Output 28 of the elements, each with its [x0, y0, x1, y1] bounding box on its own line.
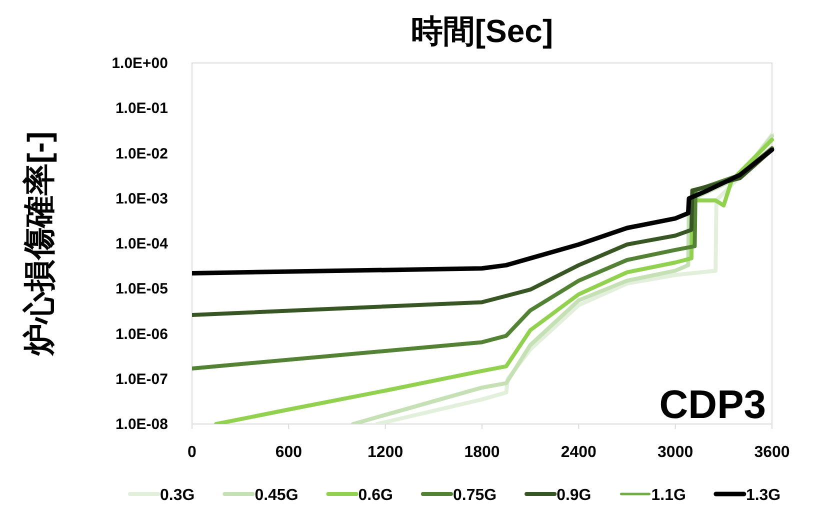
- y-axis-title: 炉心損傷確率[-]: [21, 132, 57, 356]
- legend-label: 0.6G: [358, 487, 393, 504]
- x-tick-label: 600: [275, 444, 302, 461]
- legend-label: 0.9G: [556, 487, 592, 504]
- y-tick-label: 1.0E-08: [115, 416, 168, 433]
- line-series: [214, 138, 774, 424]
- line-series: [192, 147, 774, 276]
- legend-label: 0.75G: [452, 487, 497, 504]
- x-tick-label: 3000: [658, 444, 694, 461]
- legend-label: 0.3G: [160, 487, 195, 504]
- x-tick-label: 1800: [464, 444, 500, 461]
- x-tick-label: 2400: [560, 444, 597, 461]
- y-tick-label: 1.0E-07: [115, 370, 168, 388]
- y-tick-label: 1.0E-03: [115, 190, 168, 208]
- legend-label: 0.45G: [254, 487, 298, 504]
- x-tick-label: 0: [188, 444, 197, 461]
- x-tick-label: 3600: [754, 444, 790, 461]
- legend-label: 1.3G: [746, 487, 781, 504]
- x-tick-label: 1200: [368, 444, 404, 461]
- y-tick-label: 1.0E-05: [115, 280, 168, 298]
- legend-label: 1.1G: [651, 487, 686, 504]
- annotation: CDP3: [659, 383, 766, 427]
- chart-title: 時間[Sec]: [410, 13, 554, 49]
- y-tick-label: 1.0E-01: [115, 100, 168, 118]
- y-tick-label: 1.0E-06: [115, 326, 168, 343]
- y-tick-label: 1.0E-02: [115, 145, 168, 162]
- y-tick-label: 1.0E+00: [112, 55, 168, 72]
- y-tick-label: 1.0E-04: [115, 236, 169, 252]
